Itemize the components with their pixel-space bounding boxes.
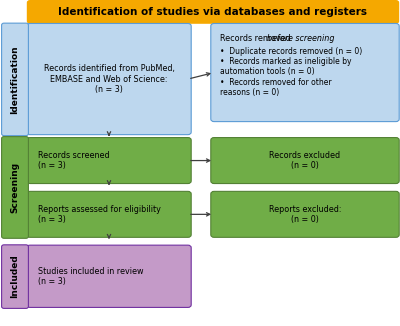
Text: Records screened
(n = 3): Records screened (n = 3) xyxy=(38,151,110,170)
FancyBboxPatch shape xyxy=(27,191,191,237)
Text: Reports assessed for eligibility
(n = 3): Reports assessed for eligibility (n = 3) xyxy=(38,205,161,224)
Text: Reports excluded:
(n = 0): Reports excluded: (n = 0) xyxy=(269,205,341,224)
Text: Records identified from PubMed,
EMBASE and Web of Science:
(n = 3): Records identified from PubMed, EMBASE a… xyxy=(44,64,174,94)
FancyBboxPatch shape xyxy=(2,137,28,238)
Text: Included: Included xyxy=(10,254,20,298)
FancyBboxPatch shape xyxy=(27,0,399,24)
Text: Studies included in review
(n = 3): Studies included in review (n = 3) xyxy=(38,267,144,286)
FancyBboxPatch shape xyxy=(27,23,191,135)
Text: •  Records marked as ineligible by
automation tools (n = 0): • Records marked as ineligible by automa… xyxy=(220,57,352,77)
Text: before screening: before screening xyxy=(267,34,335,43)
Text: Identification of studies via databases and registers: Identification of studies via databases … xyxy=(58,7,368,17)
Text: :: : xyxy=(318,34,321,43)
Text: Records removed: Records removed xyxy=(220,34,293,43)
Text: Screening: Screening xyxy=(10,162,20,213)
Text: Records excluded
(n = 0): Records excluded (n = 0) xyxy=(270,151,340,170)
Text: •  Duplicate records removed (n = 0): • Duplicate records removed (n = 0) xyxy=(220,47,362,56)
FancyBboxPatch shape xyxy=(27,245,191,307)
FancyBboxPatch shape xyxy=(211,138,399,184)
FancyBboxPatch shape xyxy=(2,23,28,136)
FancyBboxPatch shape xyxy=(27,138,191,184)
Text: Identification: Identification xyxy=(10,45,20,114)
Text: •  Records removed for other
reasons (n = 0): • Records removed for other reasons (n =… xyxy=(220,78,332,97)
FancyBboxPatch shape xyxy=(211,191,399,237)
FancyBboxPatch shape xyxy=(2,245,28,308)
FancyBboxPatch shape xyxy=(211,23,399,122)
